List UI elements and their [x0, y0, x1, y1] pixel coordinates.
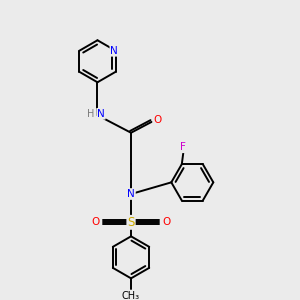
Text: O: O: [154, 116, 162, 125]
Text: H: H: [87, 109, 95, 119]
Text: F: F: [180, 142, 186, 152]
Text: O: O: [163, 217, 171, 227]
Text: S: S: [127, 216, 135, 229]
Text: O: O: [91, 217, 100, 227]
Text: N: N: [110, 46, 118, 56]
Text: N: N: [127, 189, 135, 199]
Text: N: N: [97, 109, 105, 119]
Text: CH₃: CH₃: [122, 291, 140, 300]
